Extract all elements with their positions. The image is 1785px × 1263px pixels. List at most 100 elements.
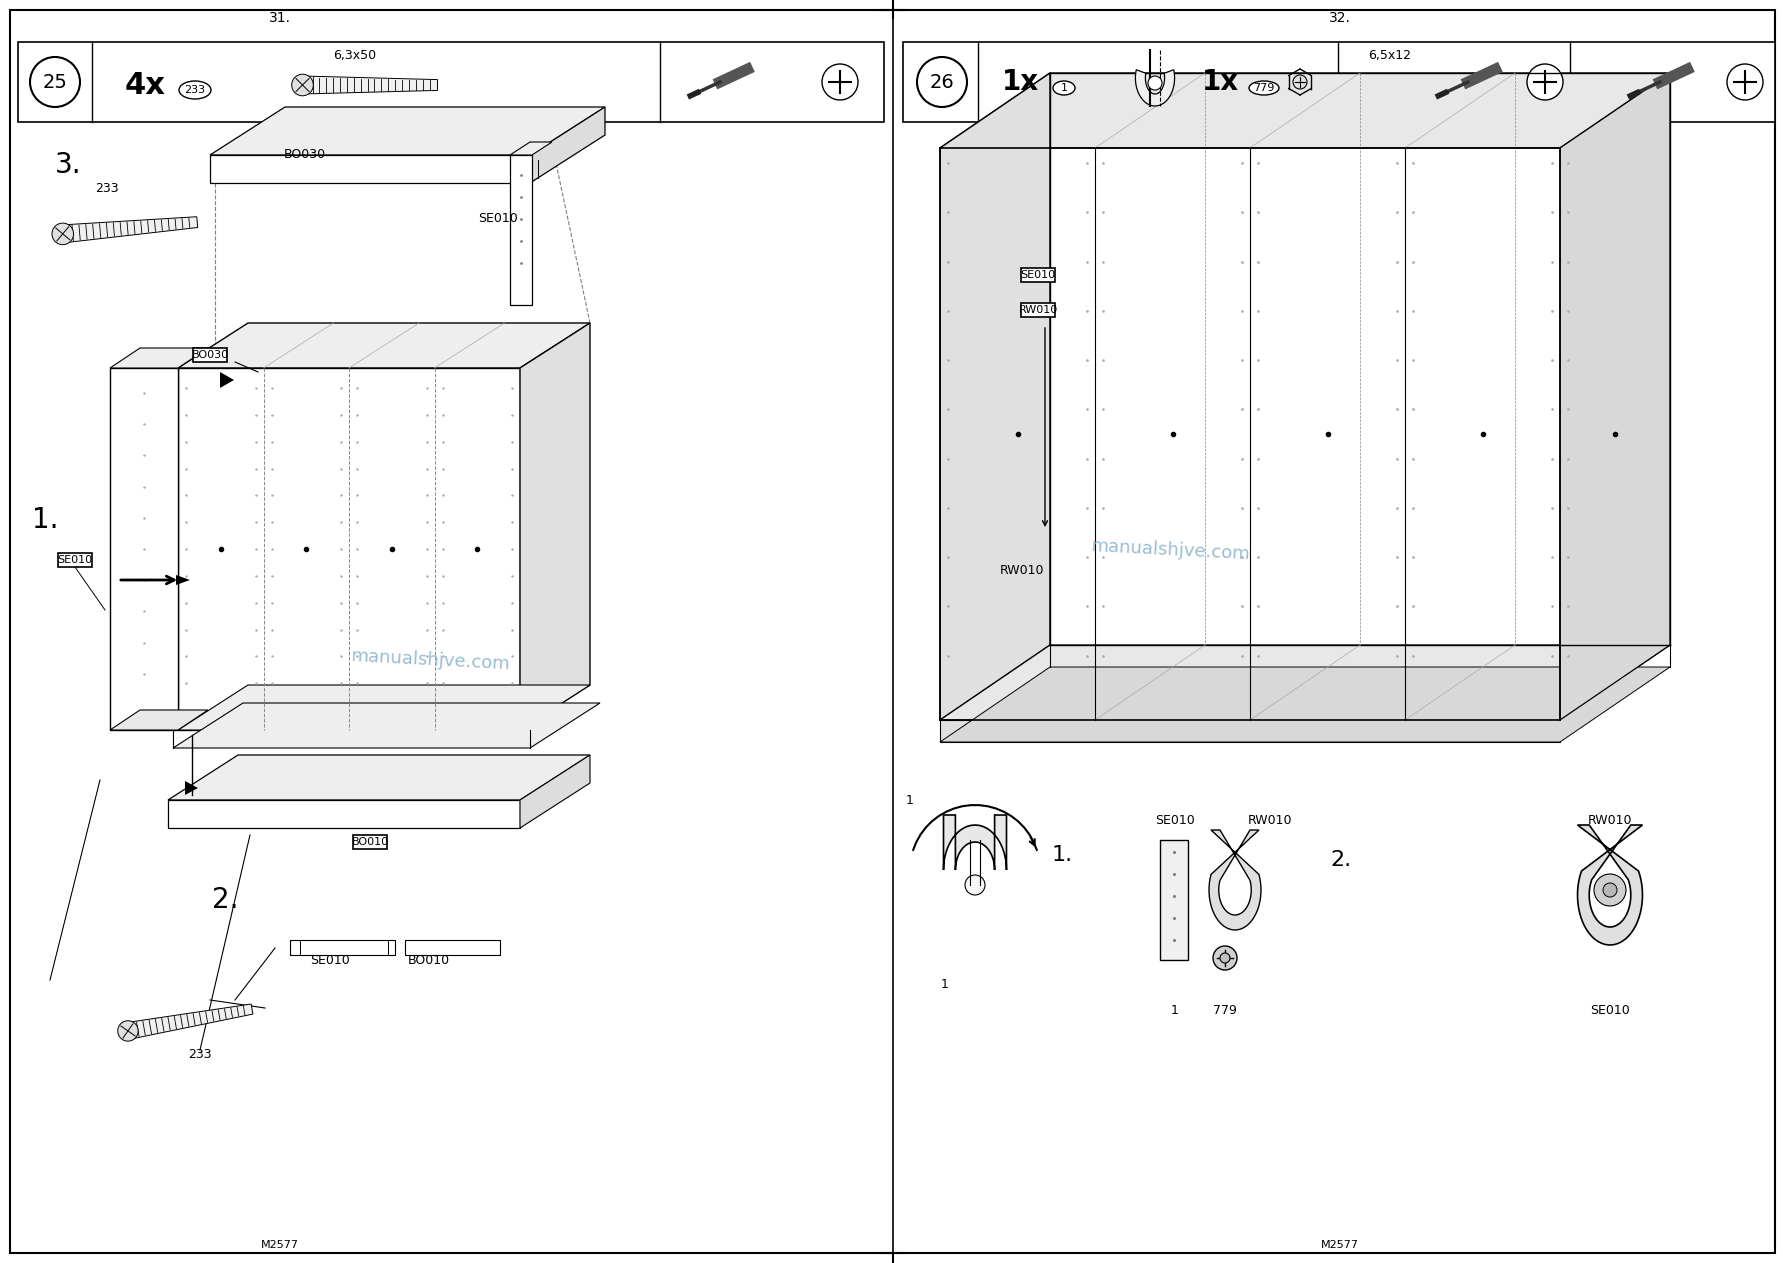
Polygon shape (1135, 69, 1175, 106)
Polygon shape (168, 755, 591, 799)
Text: 1: 1 (1171, 1004, 1178, 1017)
Polygon shape (186, 781, 198, 794)
Polygon shape (511, 155, 532, 304)
Polygon shape (1208, 830, 1260, 930)
Polygon shape (1160, 840, 1189, 960)
Polygon shape (127, 1004, 253, 1039)
Text: 2.: 2. (212, 887, 237, 914)
Text: 6,5x12: 6,5x12 (1369, 48, 1412, 62)
Text: RW010: RW010 (1248, 813, 1292, 826)
Text: 2.: 2. (1330, 850, 1351, 870)
Text: 3.: 3. (55, 152, 82, 179)
Bar (903, 42, 1774, 123)
Polygon shape (1560, 73, 1671, 720)
Polygon shape (62, 217, 198, 242)
Polygon shape (530, 107, 605, 183)
Text: 779: 779 (1214, 1004, 1237, 1017)
Polygon shape (944, 815, 1007, 870)
Text: 26: 26 (930, 72, 955, 91)
Polygon shape (941, 667, 1671, 741)
Text: BO030: BO030 (284, 149, 327, 162)
Text: 1: 1 (1060, 83, 1067, 93)
Text: 25: 25 (43, 72, 68, 91)
Bar (1021, 303, 1055, 317)
Text: 233: 233 (187, 1048, 212, 1061)
Bar (353, 835, 387, 849)
Text: 1x: 1x (1201, 68, 1239, 96)
Ellipse shape (1250, 81, 1280, 95)
Text: 32.: 32. (1330, 11, 1351, 25)
Text: 233: 233 (184, 85, 205, 95)
Circle shape (30, 57, 80, 107)
Polygon shape (111, 710, 209, 730)
Text: M2577: M2577 (1321, 1240, 1358, 1250)
Text: 1: 1 (907, 793, 914, 807)
Polygon shape (168, 799, 519, 829)
Circle shape (917, 57, 967, 107)
Polygon shape (405, 940, 500, 955)
Text: manualshjve.com: manualshjve.com (1091, 537, 1250, 563)
Text: 779: 779 (1253, 83, 1274, 93)
Bar (193, 349, 227, 362)
Circle shape (1594, 874, 1626, 906)
Ellipse shape (178, 81, 211, 99)
Text: BO010: BO010 (352, 837, 389, 847)
Text: 1.: 1. (32, 506, 59, 534)
Text: RW010: RW010 (1019, 304, 1059, 314)
Polygon shape (941, 645, 1671, 720)
Text: 31.: 31. (270, 11, 291, 25)
Polygon shape (1578, 825, 1642, 945)
Circle shape (1148, 76, 1162, 90)
Polygon shape (220, 373, 234, 388)
Circle shape (1526, 64, 1564, 100)
Polygon shape (941, 73, 1050, 720)
Circle shape (1728, 64, 1764, 100)
Polygon shape (178, 685, 591, 730)
Polygon shape (173, 703, 600, 748)
Circle shape (118, 1021, 137, 1041)
Bar (59, 553, 91, 567)
Polygon shape (178, 323, 591, 368)
Circle shape (52, 224, 73, 245)
Text: 4x: 4x (125, 72, 166, 101)
Text: SE010: SE010 (1590, 1004, 1630, 1017)
Polygon shape (178, 368, 519, 730)
Text: 1: 1 (941, 979, 950, 991)
Text: RW010: RW010 (1000, 563, 1044, 576)
Polygon shape (302, 76, 437, 93)
Polygon shape (511, 141, 552, 155)
Polygon shape (111, 368, 178, 730)
Circle shape (966, 875, 985, 895)
Ellipse shape (1053, 81, 1075, 95)
Polygon shape (177, 575, 189, 585)
Text: SE010: SE010 (311, 954, 350, 966)
Text: SE010: SE010 (57, 554, 93, 565)
Polygon shape (211, 107, 605, 155)
Text: M2577: M2577 (261, 1240, 300, 1250)
Bar (1021, 268, 1055, 282)
Text: 1x: 1x (1001, 68, 1039, 96)
Circle shape (1219, 954, 1230, 962)
Circle shape (291, 75, 314, 96)
Polygon shape (941, 720, 1560, 741)
Text: manualshjve.com: manualshjve.com (350, 647, 511, 673)
Text: 1.: 1. (1051, 845, 1073, 865)
Polygon shape (211, 155, 530, 183)
Text: SE010: SE010 (1021, 270, 1055, 280)
Bar (18, 42, 884, 123)
Circle shape (1214, 946, 1237, 970)
Text: SE010: SE010 (478, 211, 518, 225)
Text: SE010: SE010 (1155, 813, 1194, 826)
Polygon shape (519, 755, 591, 829)
Circle shape (1292, 75, 1307, 88)
Circle shape (1603, 883, 1617, 897)
Circle shape (823, 64, 859, 100)
Polygon shape (519, 323, 591, 730)
Polygon shape (111, 349, 209, 368)
Polygon shape (941, 73, 1671, 148)
Text: 6,3x50: 6,3x50 (334, 48, 377, 62)
Text: RW010: RW010 (1587, 813, 1631, 826)
Polygon shape (289, 940, 394, 955)
Text: BO030: BO030 (191, 350, 228, 360)
Text: 233: 233 (95, 182, 118, 195)
